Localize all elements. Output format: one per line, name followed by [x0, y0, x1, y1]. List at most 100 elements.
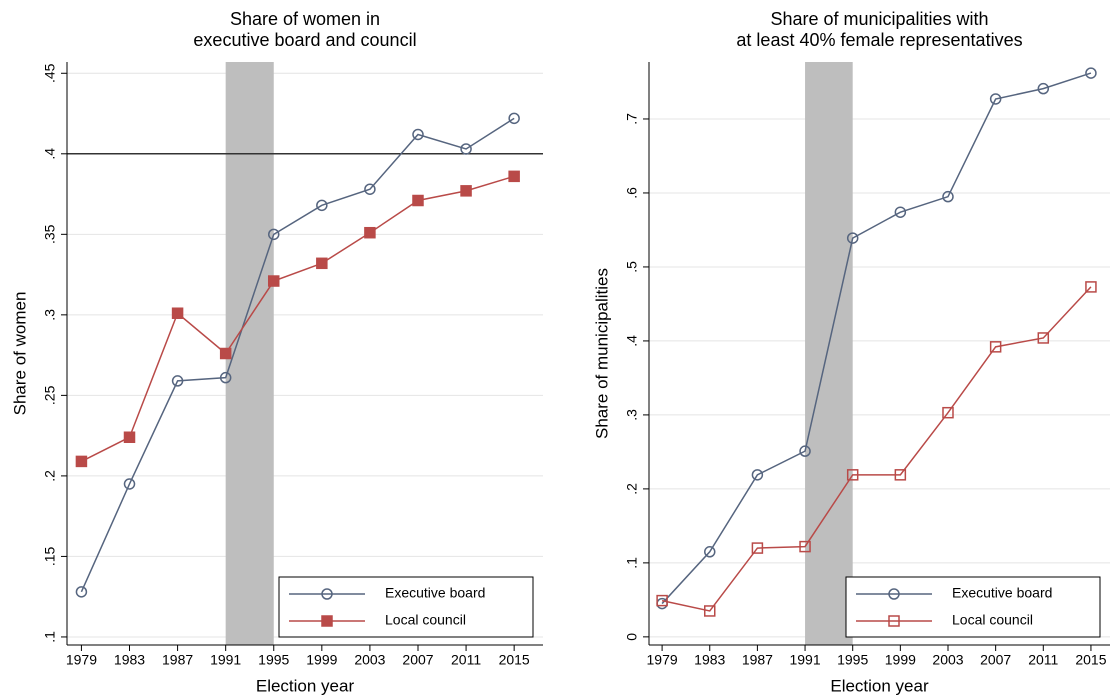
marker [316, 199, 328, 212]
marker [316, 257, 328, 270]
x-axis-label: Election year [256, 676, 355, 695]
marker [846, 232, 859, 244]
x-tick-label: 1987 [742, 652, 773, 668]
marker [123, 478, 136, 490]
x-tick-label: 1999 [885, 652, 916, 668]
x-tick-label: 1983 [694, 652, 725, 668]
chart-title: Share of women in [230, 9, 380, 29]
x-tick-label: 2007 [980, 652, 1011, 668]
chart-title: executive board and council [193, 30, 416, 50]
marker [942, 406, 954, 419]
chart-title: Share of municipalities with [770, 9, 988, 29]
x-tick-label: 2015 [1075, 652, 1106, 668]
marker [460, 143, 472, 155]
marker [508, 170, 520, 183]
marker [75, 586, 88, 598]
marker [267, 228, 280, 241]
marker [412, 128, 424, 141]
marker [75, 455, 88, 468]
marker [219, 371, 232, 384]
x-tick-label: 1991 [789, 652, 820, 668]
x-tick-label: 1979 [647, 652, 678, 668]
x-tick-label: 1979 [66, 652, 97, 668]
y-tick-label: .4 [624, 335, 640, 347]
marker [751, 542, 764, 554]
x-tick-label: 2015 [499, 652, 530, 668]
marker [894, 469, 907, 481]
y-tick-label: .7 [624, 113, 640, 125]
marker [171, 375, 184, 387]
legend-label: Local council [385, 612, 466, 628]
marker [508, 112, 520, 125]
y-tick-label: .35 [42, 224, 58, 244]
x-tick-label: 1999 [306, 652, 337, 668]
marker [704, 605, 716, 617]
legend-box [845, 576, 1101, 638]
marker [888, 615, 900, 627]
marker [1085, 67, 1097, 79]
marker [894, 206, 907, 218]
legend-box [278, 576, 534, 638]
y-tick-label: .3 [624, 409, 640, 421]
marker [123, 431, 136, 443]
x-tick-label: 2003 [354, 652, 385, 668]
marker [751, 469, 764, 481]
marker [1085, 281, 1097, 293]
marker [799, 540, 811, 553]
marker [219, 347, 232, 360]
y-axis-label: Share of women [10, 292, 29, 416]
y-tick-label: .2 [42, 470, 58, 482]
chart-title: at least 40% female representatives [736, 30, 1022, 50]
legend-label: Executive board [952, 585, 1052, 601]
marker [989, 341, 1002, 353]
marker [171, 307, 184, 319]
y-tick-label: .45 [42, 63, 58, 83]
x-tick-label: 2011 [451, 652, 481, 668]
y-tick-label: .2 [624, 483, 640, 495]
legend-label: Executive board [385, 585, 485, 601]
marker [799, 445, 811, 457]
y-tick-label: .15 [42, 546, 58, 566]
marker [321, 588, 333, 600]
marker [846, 469, 859, 481]
marker [412, 194, 424, 207]
marker [321, 615, 333, 627]
y-tick-label: .3 [42, 309, 58, 321]
shaded-period [225, 62, 274, 645]
series-line [661, 286, 1092, 612]
y-tick-label: .5 [624, 261, 640, 273]
x-tick-label: 2011 [1028, 652, 1058, 668]
marker [1037, 82, 1050, 95]
marker [989, 93, 1002, 105]
y-axis-label: Share of municipalities [592, 268, 611, 439]
x-tick-label: 1995 [837, 652, 868, 668]
marker [704, 546, 716, 558]
x-tick-label: 1991 [210, 652, 241, 668]
y-tick-label: .6 [624, 187, 640, 199]
marker [364, 183, 376, 195]
series-line [661, 72, 1092, 605]
marker [1037, 332, 1050, 344]
marker [460, 185, 472, 197]
series-line [80, 117, 515, 593]
y-tick-label: .1 [624, 557, 640, 569]
x-tick-label: 2007 [402, 652, 433, 668]
legend-label: Local council [952, 612, 1033, 628]
x-tick-label: 1995 [258, 652, 289, 668]
x-tick-label: 2003 [932, 652, 963, 668]
marker [364, 226, 376, 239]
marker [942, 190, 954, 203]
y-tick-label: 0 [624, 633, 640, 641]
y-tick-label: .25 [42, 385, 58, 405]
x-tick-label: 1983 [114, 652, 145, 668]
marker [888, 588, 900, 600]
x-axis-label: Election year [830, 676, 929, 695]
marker [267, 275, 280, 287]
y-tick-label: .4 [42, 148, 58, 160]
y-tick-label: .1 [42, 631, 58, 643]
x-tick-label: 1987 [162, 652, 193, 668]
marker [656, 594, 668, 607]
shaded-period [805, 62, 853, 645]
series-line [81, 175, 515, 463]
